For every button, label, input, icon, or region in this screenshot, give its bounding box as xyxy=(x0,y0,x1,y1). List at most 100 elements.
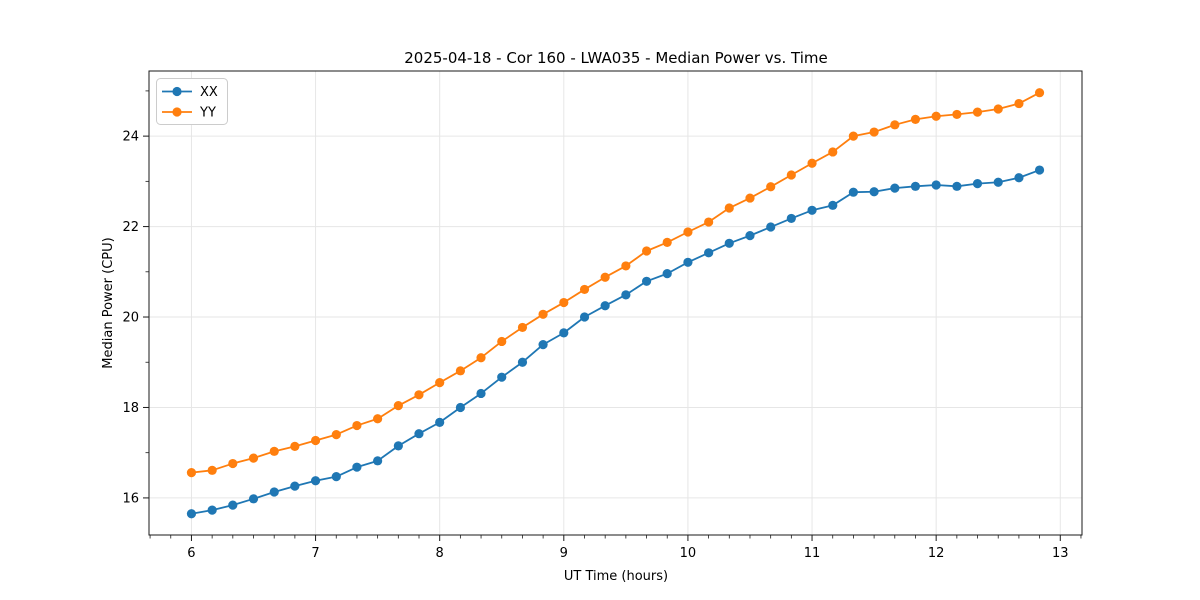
data-point-xx xyxy=(952,181,962,191)
data-point-xx xyxy=(724,238,734,248)
data-point-xx xyxy=(848,187,858,197)
grid-layer xyxy=(149,71,1082,535)
data-point-yy xyxy=(683,227,693,237)
data-point-xx xyxy=(248,494,259,504)
chart-title: 2025-04-18 - Cor 160 - LWA035 - Median P… xyxy=(404,49,828,67)
x-tick-label: 6 xyxy=(187,546,195,561)
data-point-xx xyxy=(869,187,879,197)
data-point-xx xyxy=(662,269,672,279)
data-point-xx xyxy=(786,213,796,224)
data-point-yy xyxy=(724,203,734,213)
data-point-yy xyxy=(579,284,590,295)
data-point-xx xyxy=(207,505,217,515)
legend-marker-dot-yy xyxy=(172,107,182,117)
data-point-yy xyxy=(517,322,528,333)
data-point-xx xyxy=(807,205,817,215)
data-point-xx xyxy=(910,181,921,191)
data-point-yy xyxy=(641,246,652,256)
data-point-yy xyxy=(1014,98,1024,109)
legend-label-yy: YY xyxy=(199,106,216,121)
data-point-yy xyxy=(559,297,569,308)
plot-frame xyxy=(148,70,1083,536)
series-layer xyxy=(186,88,1045,519)
data-point-yy xyxy=(455,366,466,376)
data-point-yy xyxy=(435,377,445,388)
x-axis-label: UT Time (hours) xyxy=(564,569,668,584)
data-point-yy xyxy=(538,309,548,319)
x-tick-label: 9 xyxy=(560,546,568,561)
legend-marker-dot-xx xyxy=(172,86,182,97)
data-point-yy xyxy=(621,261,631,271)
data-point-xx xyxy=(766,222,776,232)
data-point-yy xyxy=(766,182,776,192)
data-point-yy xyxy=(869,127,879,137)
data-point-xx xyxy=(393,441,403,451)
data-point-yy xyxy=(414,390,424,400)
data-point-yy xyxy=(1034,88,1045,98)
data-point-xx xyxy=(931,180,941,190)
y-tick-label: 24 xyxy=(122,130,139,145)
data-point-yy xyxy=(910,114,921,124)
data-point-xx xyxy=(186,509,197,519)
data-point-yy xyxy=(186,467,197,478)
data-point-yy xyxy=(745,193,755,203)
data-point-xx xyxy=(704,248,714,258)
data-point-yy xyxy=(373,414,383,424)
y-axis-label: Median Power (CPU) xyxy=(101,237,116,368)
data-point-yy xyxy=(890,120,900,130)
series-line-yy xyxy=(191,91,1040,474)
data-point-xx xyxy=(828,200,838,210)
x-tick-label: 11 xyxy=(804,546,821,561)
data-point-yy xyxy=(848,131,858,141)
data-point-xx xyxy=(517,357,528,367)
data-point-xx xyxy=(641,276,652,286)
data-point-yy xyxy=(828,147,838,157)
data-point-yy xyxy=(352,420,362,431)
data-point-xx xyxy=(600,301,610,311)
axes-layer: 6 7 8 9 10 11 12 13 16 18 20 22 24 xyxy=(122,70,1083,561)
x-tick-label: 13 xyxy=(1052,546,1069,561)
data-point-xx xyxy=(331,472,341,482)
legend: XX YY xyxy=(156,78,228,125)
y-tick-label: 22 xyxy=(122,220,139,235)
x-tick-label: 8 xyxy=(436,546,444,561)
data-point-xx xyxy=(1014,173,1024,183)
data-point-xx xyxy=(228,500,238,510)
data-point-yy xyxy=(310,435,321,446)
data-point-yy xyxy=(269,446,279,456)
data-point-xx xyxy=(290,481,300,491)
data-point-xx xyxy=(455,402,466,413)
data-point-yy xyxy=(972,107,983,117)
data-point-xx xyxy=(745,231,755,241)
data-point-yy xyxy=(807,158,817,168)
data-point-yy xyxy=(662,237,672,247)
data-point-xx xyxy=(579,312,590,322)
x-tick-label: 10 xyxy=(680,546,697,561)
data-point-xx xyxy=(373,456,383,466)
data-point-yy xyxy=(331,430,341,440)
data-point-yy xyxy=(290,441,300,451)
data-point-xx xyxy=(435,417,445,427)
data-point-xx xyxy=(310,476,321,486)
data-point-yy xyxy=(952,109,962,120)
data-point-yy xyxy=(993,104,1003,114)
data-point-xx xyxy=(621,290,631,300)
data-point-yy xyxy=(248,453,259,463)
data-point-yy xyxy=(497,336,507,347)
data-point-xx xyxy=(890,183,900,193)
data-point-xx xyxy=(972,179,983,189)
data-point-xx xyxy=(414,429,424,439)
data-point-yy xyxy=(786,170,796,180)
data-point-yy xyxy=(476,353,486,363)
data-point-xx xyxy=(497,372,507,382)
data-point-yy xyxy=(228,458,238,469)
data-point-yy xyxy=(704,217,714,227)
data-point-yy xyxy=(600,272,610,282)
y-tick-label: 18 xyxy=(122,401,139,416)
x-tick-label: 7 xyxy=(311,546,319,561)
data-point-xx xyxy=(559,328,569,338)
data-point-xx xyxy=(1034,165,1045,175)
data-point-xx xyxy=(476,388,486,399)
data-point-yy xyxy=(931,111,941,121)
data-point-yy xyxy=(393,401,403,411)
